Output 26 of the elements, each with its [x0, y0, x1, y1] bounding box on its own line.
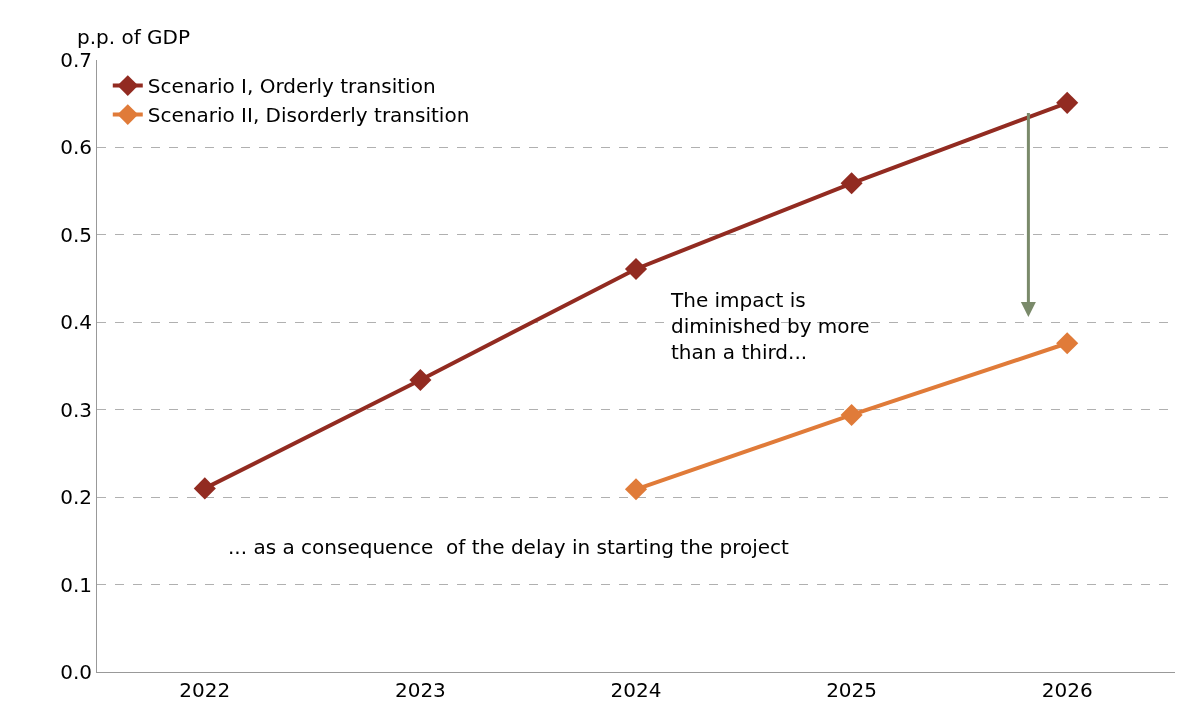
y-tick-label: 0.4: [60, 310, 92, 335]
y-tick-label: 0.1: [60, 572, 92, 597]
point: [1056, 332, 1079, 355]
y-tick-label: 0.6: [60, 135, 92, 160]
y-tick-label: 0.2: [60, 485, 92, 510]
point: [840, 172, 863, 195]
point: [624, 478, 648, 501]
point: [624, 257, 648, 280]
y-tick-label: 0.0: [60, 660, 92, 684]
annotation: ... as a consequence of the delay in starting the project: [228, 535, 790, 559]
x-tick-label: 2025: [826, 678, 878, 702]
x-tick-label: 2022: [179, 678, 231, 702]
y-tick-label: 0.5: [60, 222, 92, 247]
x-tick-label: 2026: [1041, 678, 1093, 702]
x-tick-label: 2024: [610, 678, 662, 702]
legend-label: Scenario II, Disorderly transition: [147, 103, 470, 128]
legend-label: Scenario I, Orderly transition: [147, 74, 436, 99]
point: [1056, 91, 1079, 114]
y-axis-title: p.p. of GDP: [77, 25, 191, 49]
point: [840, 403, 863, 427]
y-tick-label: 0.3: [60, 397, 92, 422]
y-tick-label: 0.7: [60, 48, 92, 72]
x-tick-label: 2023: [394, 678, 446, 702]
point: [409, 368, 432, 392]
annotation: The impact is diminished by more than a third...: [670, 288, 870, 364]
point: [193, 477, 216, 500]
